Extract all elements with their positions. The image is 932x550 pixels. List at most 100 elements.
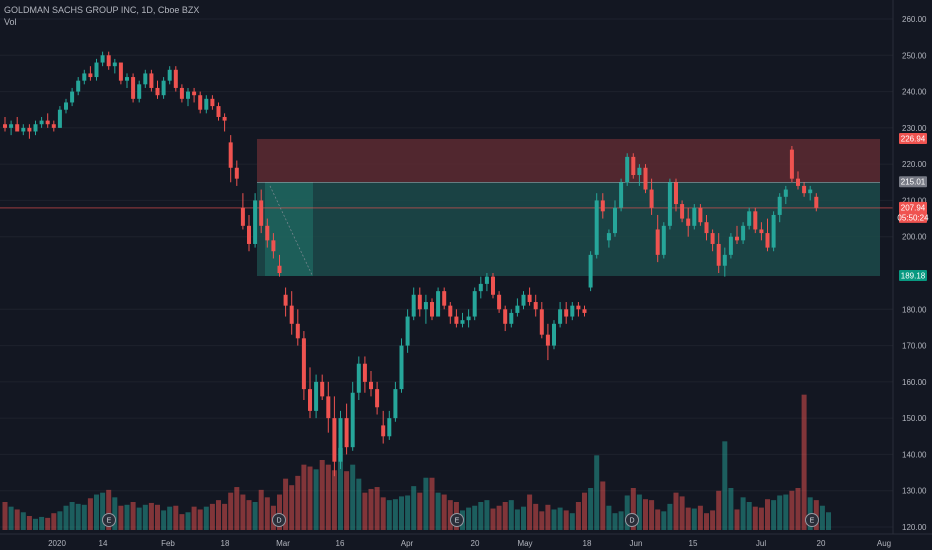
volume-bar <box>435 492 441 530</box>
event-circle <box>272 513 286 527</box>
candle-body <box>64 102 68 110</box>
volume-bar <box>234 487 240 530</box>
volume-bar <box>228 492 234 530</box>
candle-body <box>545 334 550 346</box>
price-tag-label: 215.01 <box>901 178 926 187</box>
volume-bar <box>569 513 575 530</box>
candle-body <box>350 392 355 448</box>
price-tag: 05:50:24 <box>897 211 929 223</box>
candle-body <box>582 309 587 313</box>
event-marker[interactable]: E <box>805 513 819 527</box>
candle-body <box>655 229 660 255</box>
time-tick-label: Mar <box>276 539 290 548</box>
candle-body <box>423 302 428 310</box>
volume-bar <box>45 517 51 530</box>
volume-bar <box>691 508 697 530</box>
volume-bar <box>155 504 160 530</box>
time-axis[interactable]: 2020 14 Feb 18 Mar 16 Apr 20 May 18 Jun 15 Jul 20 Aug <box>48 539 891 548</box>
price-tag: 215.01 <box>899 176 927 188</box>
volume-bar <box>826 512 831 530</box>
candle-body <box>399 345 404 390</box>
candle-body <box>173 69 178 88</box>
time-tick-label: 20 <box>817 539 826 548</box>
volume-bar <box>216 500 221 530</box>
price-tag-bg <box>899 132 927 144</box>
volume-bar <box>673 492 679 530</box>
event-marker[interactable]: D <box>625 513 639 527</box>
volume-bar <box>87 498 93 530</box>
candle-body <box>497 294 502 310</box>
event-label: E <box>455 518 460 525</box>
volume-bar <box>606 505 612 530</box>
price-axis[interactable]: 260.00 250.00 240.00 230.00 220.00 210.00 200.… <box>902 15 927 532</box>
volume-bar <box>26 516 32 530</box>
volume-bar <box>697 505 703 530</box>
candle-body <box>3 124 7 128</box>
candle-body <box>186 91 190 99</box>
candle-body <box>472 291 477 317</box>
volume-bar <box>734 509 740 530</box>
stop-zone[interactable] <box>257 138 880 183</box>
volume-bar <box>447 500 453 530</box>
volume-label[interactable]: Vol <box>4 17 17 27</box>
candle-body <box>326 396 331 419</box>
candle-body <box>710 233 715 244</box>
price-tag: 207.94 <box>899 201 927 213</box>
candle-body <box>259 200 264 226</box>
candle-body <box>436 291 441 317</box>
volume-bar <box>33 518 38 530</box>
volume-bar <box>344 471 350 530</box>
event-circle <box>625 513 639 527</box>
volume-bar <box>716 490 722 530</box>
volume-bar <box>466 507 472 530</box>
event-marker[interactable]: E <box>102 513 116 527</box>
event-marker[interactable]: E <box>450 513 464 527</box>
volume-bar <box>325 464 331 530</box>
candle-body <box>728 236 733 255</box>
candle-body <box>295 323 300 339</box>
candle-body <box>179 87 184 99</box>
time-tick-label: Jul <box>756 539 766 548</box>
candle-body <box>9 124 14 128</box>
event-marker[interactable]: D <box>272 513 286 527</box>
price-tick-label: 260.00 <box>902 15 927 24</box>
risk-reward-tool[interactable] <box>0 138 893 276</box>
price-tag-bg <box>899 176 927 188</box>
candle-body <box>417 294 422 310</box>
candlesticks <box>3 51 819 477</box>
candle-body <box>600 200 605 212</box>
candle-body <box>576 305 581 310</box>
candle-body <box>106 55 111 67</box>
candle-body <box>271 240 276 252</box>
volume-bar <box>417 492 423 530</box>
symbol-title[interactable]: GOLDMAN SACHS GROUP INC, 1D, Cboe BZX <box>4 5 200 15</box>
candle-body <box>674 182 678 205</box>
candle-body <box>76 80 81 92</box>
candle-body <box>356 363 361 393</box>
volume-bar <box>20 512 26 530</box>
target-zone[interactable] <box>257 182 880 276</box>
price-tick-label: 180.00 <box>902 305 927 314</box>
volume-bar <box>521 506 526 530</box>
candle-body <box>112 62 117 67</box>
price-tag: 189.18 <box>899 269 927 281</box>
volume-bar <box>478 502 484 530</box>
candle-body <box>308 389 312 411</box>
candle-body <box>39 120 44 125</box>
volume-bar <box>667 503 673 530</box>
volume-bar <box>405 495 411 530</box>
volume-bar <box>411 486 417 530</box>
candle-body <box>735 236 739 241</box>
volume-bar <box>69 502 75 530</box>
candle-body <box>515 305 520 313</box>
candle-body <box>155 87 160 96</box>
volume-bar <box>527 494 533 530</box>
candle-body <box>698 207 703 223</box>
volume-bar <box>722 441 728 530</box>
volume-bar <box>618 511 624 530</box>
volume-bar <box>307 466 313 530</box>
price-tick-label: 230.00 <box>902 124 927 133</box>
price-tick-label: 120.00 <box>902 523 927 532</box>
